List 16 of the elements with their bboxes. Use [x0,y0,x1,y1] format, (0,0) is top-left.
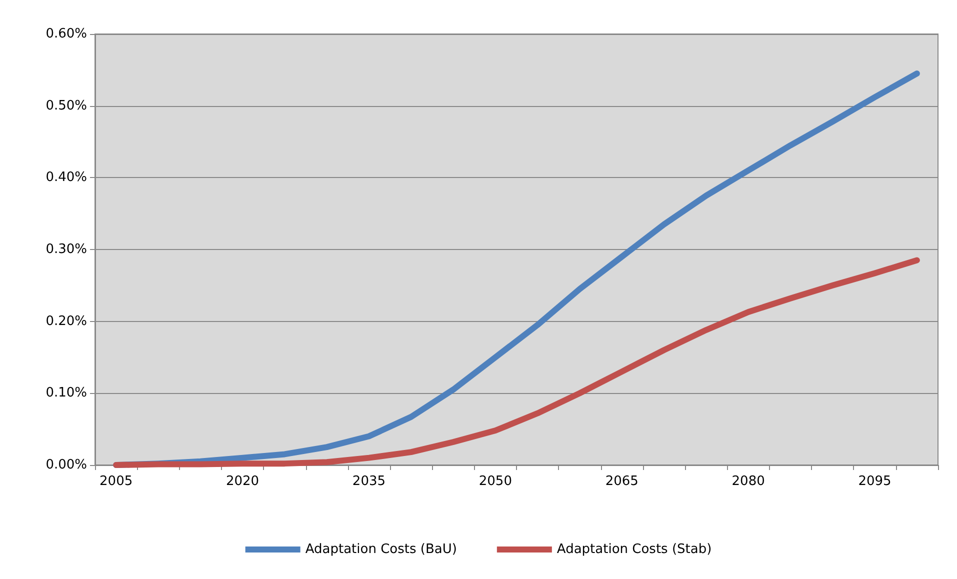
x-tick-label: 2095 [858,474,892,489]
y-tick-label: 0.60% [46,26,87,42]
x-tick-label: 2035 [352,474,386,489]
x-tick-label: 2050 [478,474,512,489]
legend-label: Adaptation Costs (Stab) [556,542,712,557]
x-tick-label: 2065 [605,474,638,489]
y-tick-label: 0.50% [46,98,87,114]
y-tick-label: 0.40% [46,170,87,186]
y-tick-label: 0.10% [46,386,87,401]
y-tick-label: 0.20% [46,314,87,329]
x-tick-label: 2020 [226,474,260,489]
legend-label: Adaptation Costs (BaU) [305,542,457,557]
x-tick-label: 2005 [100,474,133,489]
y-tick-label: 0.00% [46,458,87,472]
y-tick-label: 0.30% [46,242,87,257]
x-tick-label: 2080 [732,474,765,489]
